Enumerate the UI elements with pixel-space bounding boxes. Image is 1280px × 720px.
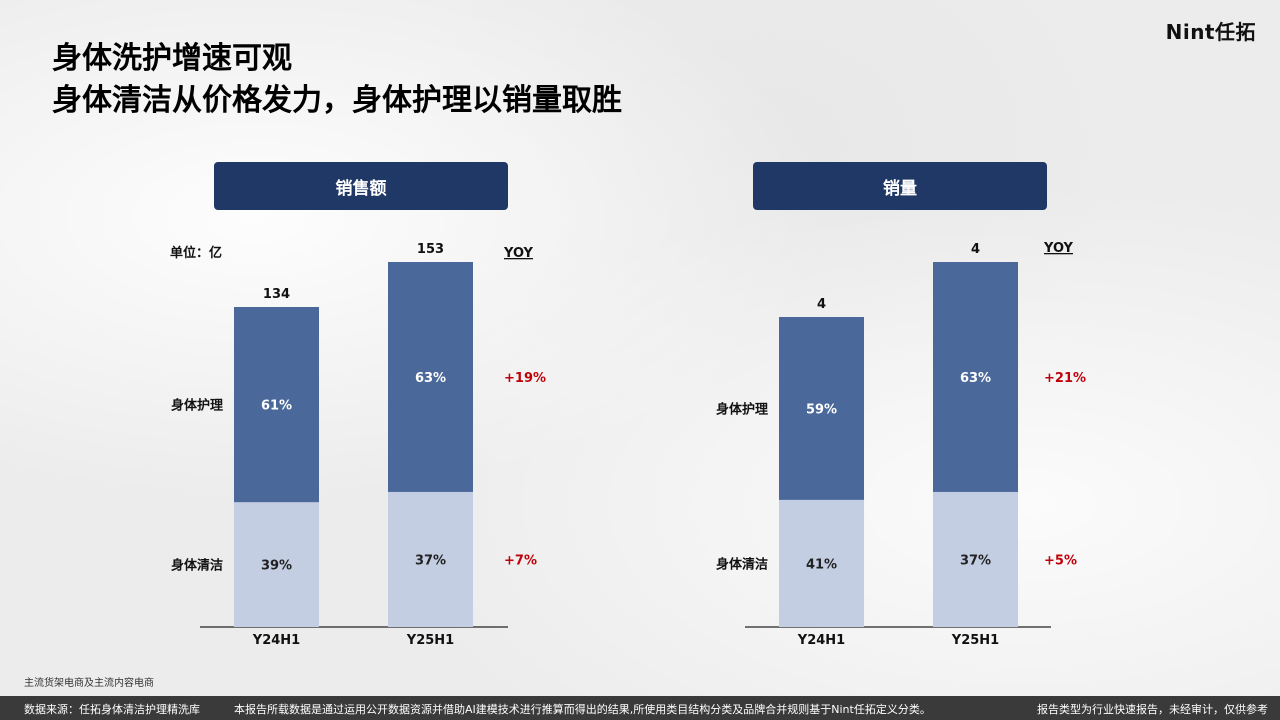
yoy-header: YOY: [1043, 241, 1074, 256]
series-label: 身体护理: [171, 398, 223, 414]
bar-segment: [933, 262, 1018, 492]
series-label: 身体清洁: [171, 558, 223, 574]
bar-segment: [388, 491, 473, 627]
total-label: 153: [417, 242, 444, 257]
footer-report-type: 报告类型为行业快速报告，未经审计，仅供参考: [1037, 703, 1268, 716]
segment-label: 37%: [960, 553, 991, 568]
series-label: 身体护理: [716, 401, 768, 417]
category-tick-label: Y25H1: [951, 633, 999, 648]
bar-segment: [779, 317, 864, 500]
bar-segment: [388, 262, 473, 492]
segment-label: 37%: [415, 553, 446, 568]
bar-segment: [933, 491, 1018, 627]
bar-segment: [234, 307, 319, 503]
segment-label: 59%: [806, 402, 837, 417]
category-tick-label: Y24H1: [797, 633, 845, 648]
total-label: 4: [971, 242, 980, 257]
footnote: 主流货架电商及主流内容电商: [24, 678, 154, 689]
unit-label: 单位：亿: [170, 245, 222, 261]
page-title: 身体洗护增速可观 身体清洁从价格发力，身体护理以销量取胜: [52, 38, 622, 122]
segment-label: 39%: [261, 559, 292, 574]
segment-label: 63%: [415, 371, 446, 386]
volume-chart-header: 销量: [753, 162, 1047, 210]
total-label: 134: [263, 287, 290, 302]
segment-label: 61%: [261, 399, 292, 414]
yoy-value: +21%: [1044, 371, 1086, 386]
category-tick-label: Y25H1: [406, 633, 454, 648]
yoy-value: +19%: [504, 371, 546, 386]
footer-source: 数据来源：任拓身体清洁护理精洗库: [24, 703, 200, 716]
category-tick-label: Y24H1: [252, 633, 300, 648]
yoy-value: +5%: [1044, 553, 1077, 568]
footer-disclaimer: 本报告所载数据是通过运用公开数据资源并借助AI建模技术进行推算而得出的结果,所使…: [234, 703, 931, 716]
series-label: 身体清洁: [716, 556, 768, 572]
yoy-value: +7%: [504, 553, 537, 568]
segment-label: 63%: [960, 371, 991, 386]
segment-label: 41%: [806, 557, 837, 572]
bar-segment: [234, 502, 319, 627]
sales-chart-header: 销售额: [214, 162, 508, 210]
footer-bar: 数据来源：任拓身体清洁护理精洗库 本报告所载数据是通过运用公开数据资源并借助AI…: [0, 696, 1280, 720]
bar-segment: [779, 499, 864, 627]
title-line-1: 身体洗护增速可观: [52, 41, 292, 76]
total-label: 4: [817, 297, 826, 312]
title-line-2: 身体清洁从价格发力，身体护理以销量取胜: [52, 83, 622, 118]
nint-logo: Nint任拓: [1165, 20, 1256, 44]
yoy-header: YOY: [503, 246, 534, 261]
